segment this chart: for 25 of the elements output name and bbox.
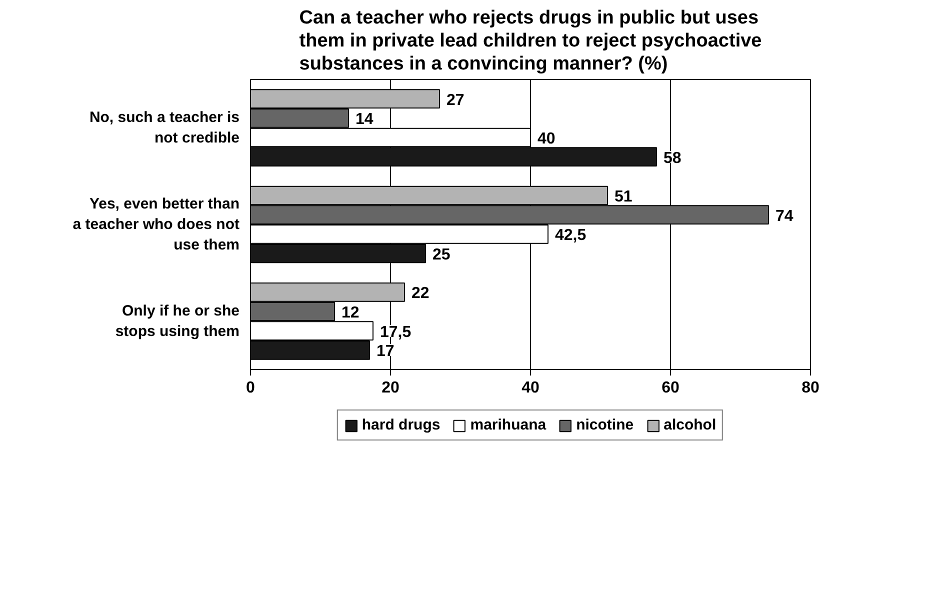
data-label: 14 [356,111,374,128]
legend-label: hard drugs [362,416,440,434]
x-tick-label: 0 [246,380,256,396]
data-label: 12 [342,304,360,322]
data-label: 58 [664,150,682,167]
x-tick-label: 80 [802,380,820,396]
data-label: 42,5 [555,227,586,244]
x-tick-label: 20 [382,380,400,396]
x-tick-label: 60 [662,380,680,396]
data-label: 40 [538,130,556,148]
data-label: 22 [412,285,430,302]
data-label: 17 [376,343,394,360]
y-tick-label: No, such a teacher is not credible [89,109,240,147]
data-label: 17,5 [380,324,412,341]
legend-label: marihuana [470,416,546,434]
y-tick-label: Only if he or she stops using them [115,302,240,340]
y-tick-label: Yes, even better than a teacher who does not use them [72,196,240,254]
legend-label: nicotine [576,416,634,434]
data-label: 27 [446,92,464,109]
chart-title: Can a teacher who rejects drugs in public but uses them in private lead children to reject psychoactive substances in a convincing manner? (%) [299,7,762,74]
x-tick-label: 40 [522,380,540,396]
legend-label: alcohol [664,416,716,434]
data-label: 51 [614,188,632,206]
data-label: 74 [776,208,794,225]
data-label: 25 [432,246,450,264]
